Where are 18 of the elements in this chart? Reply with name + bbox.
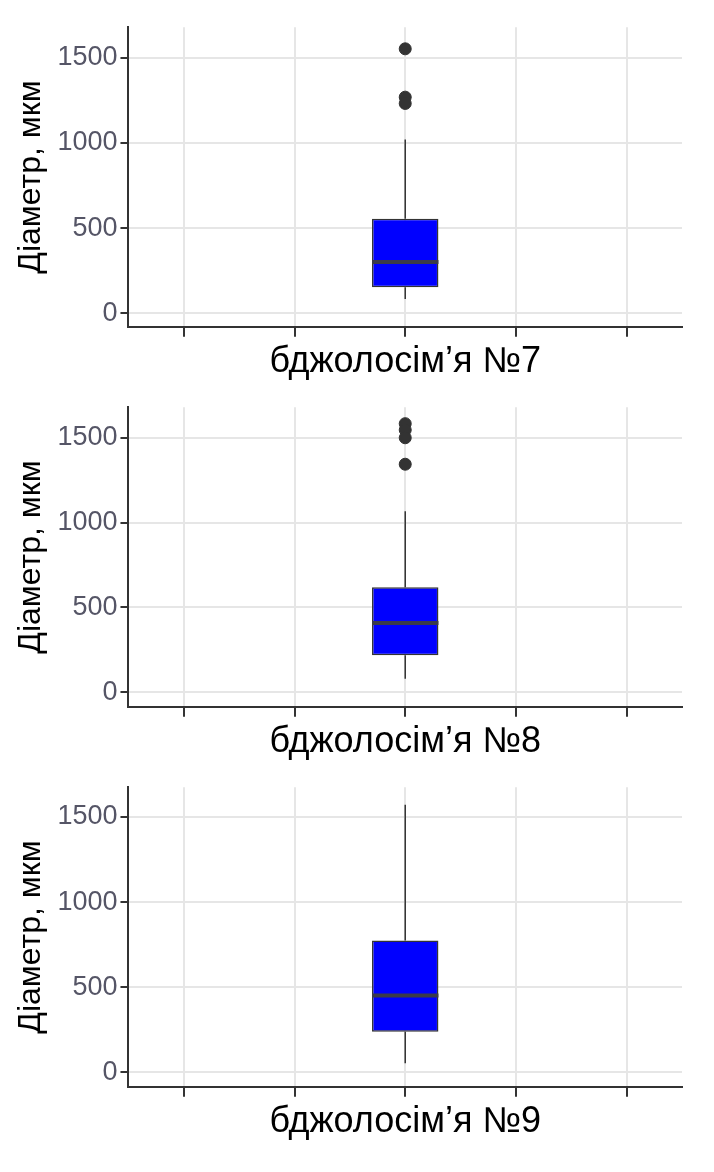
y-tick-label: 1000 xyxy=(57,506,118,537)
y-axis-title: Діаметр, мкм xyxy=(11,840,48,1034)
y-axis-title: Діаметр, мкм xyxy=(11,80,48,274)
x-axis-title: бджолосім’я №9 xyxy=(269,1099,542,1141)
y-tick-label: 500 xyxy=(72,970,118,1001)
y-tick-label: 0 xyxy=(102,1055,118,1086)
y-tick-label: 0 xyxy=(102,675,118,706)
y-tick-label: 1500 xyxy=(57,41,118,72)
y-tick-label: 1000 xyxy=(57,885,118,916)
y-tick-label: 1500 xyxy=(57,421,118,452)
y-tick-label: 1500 xyxy=(57,800,118,831)
x-axis-title: бджолосім’я №8 xyxy=(269,719,542,761)
y-axis-title: Діаметр, мкм xyxy=(11,460,48,654)
x-axis-title: бджолосім’я №7 xyxy=(269,339,542,381)
y-tick-label: 500 xyxy=(72,590,118,621)
y-tick-label: 500 xyxy=(72,211,118,242)
y-tick-label: 0 xyxy=(102,296,118,327)
y-tick-label: 1000 xyxy=(57,126,118,157)
